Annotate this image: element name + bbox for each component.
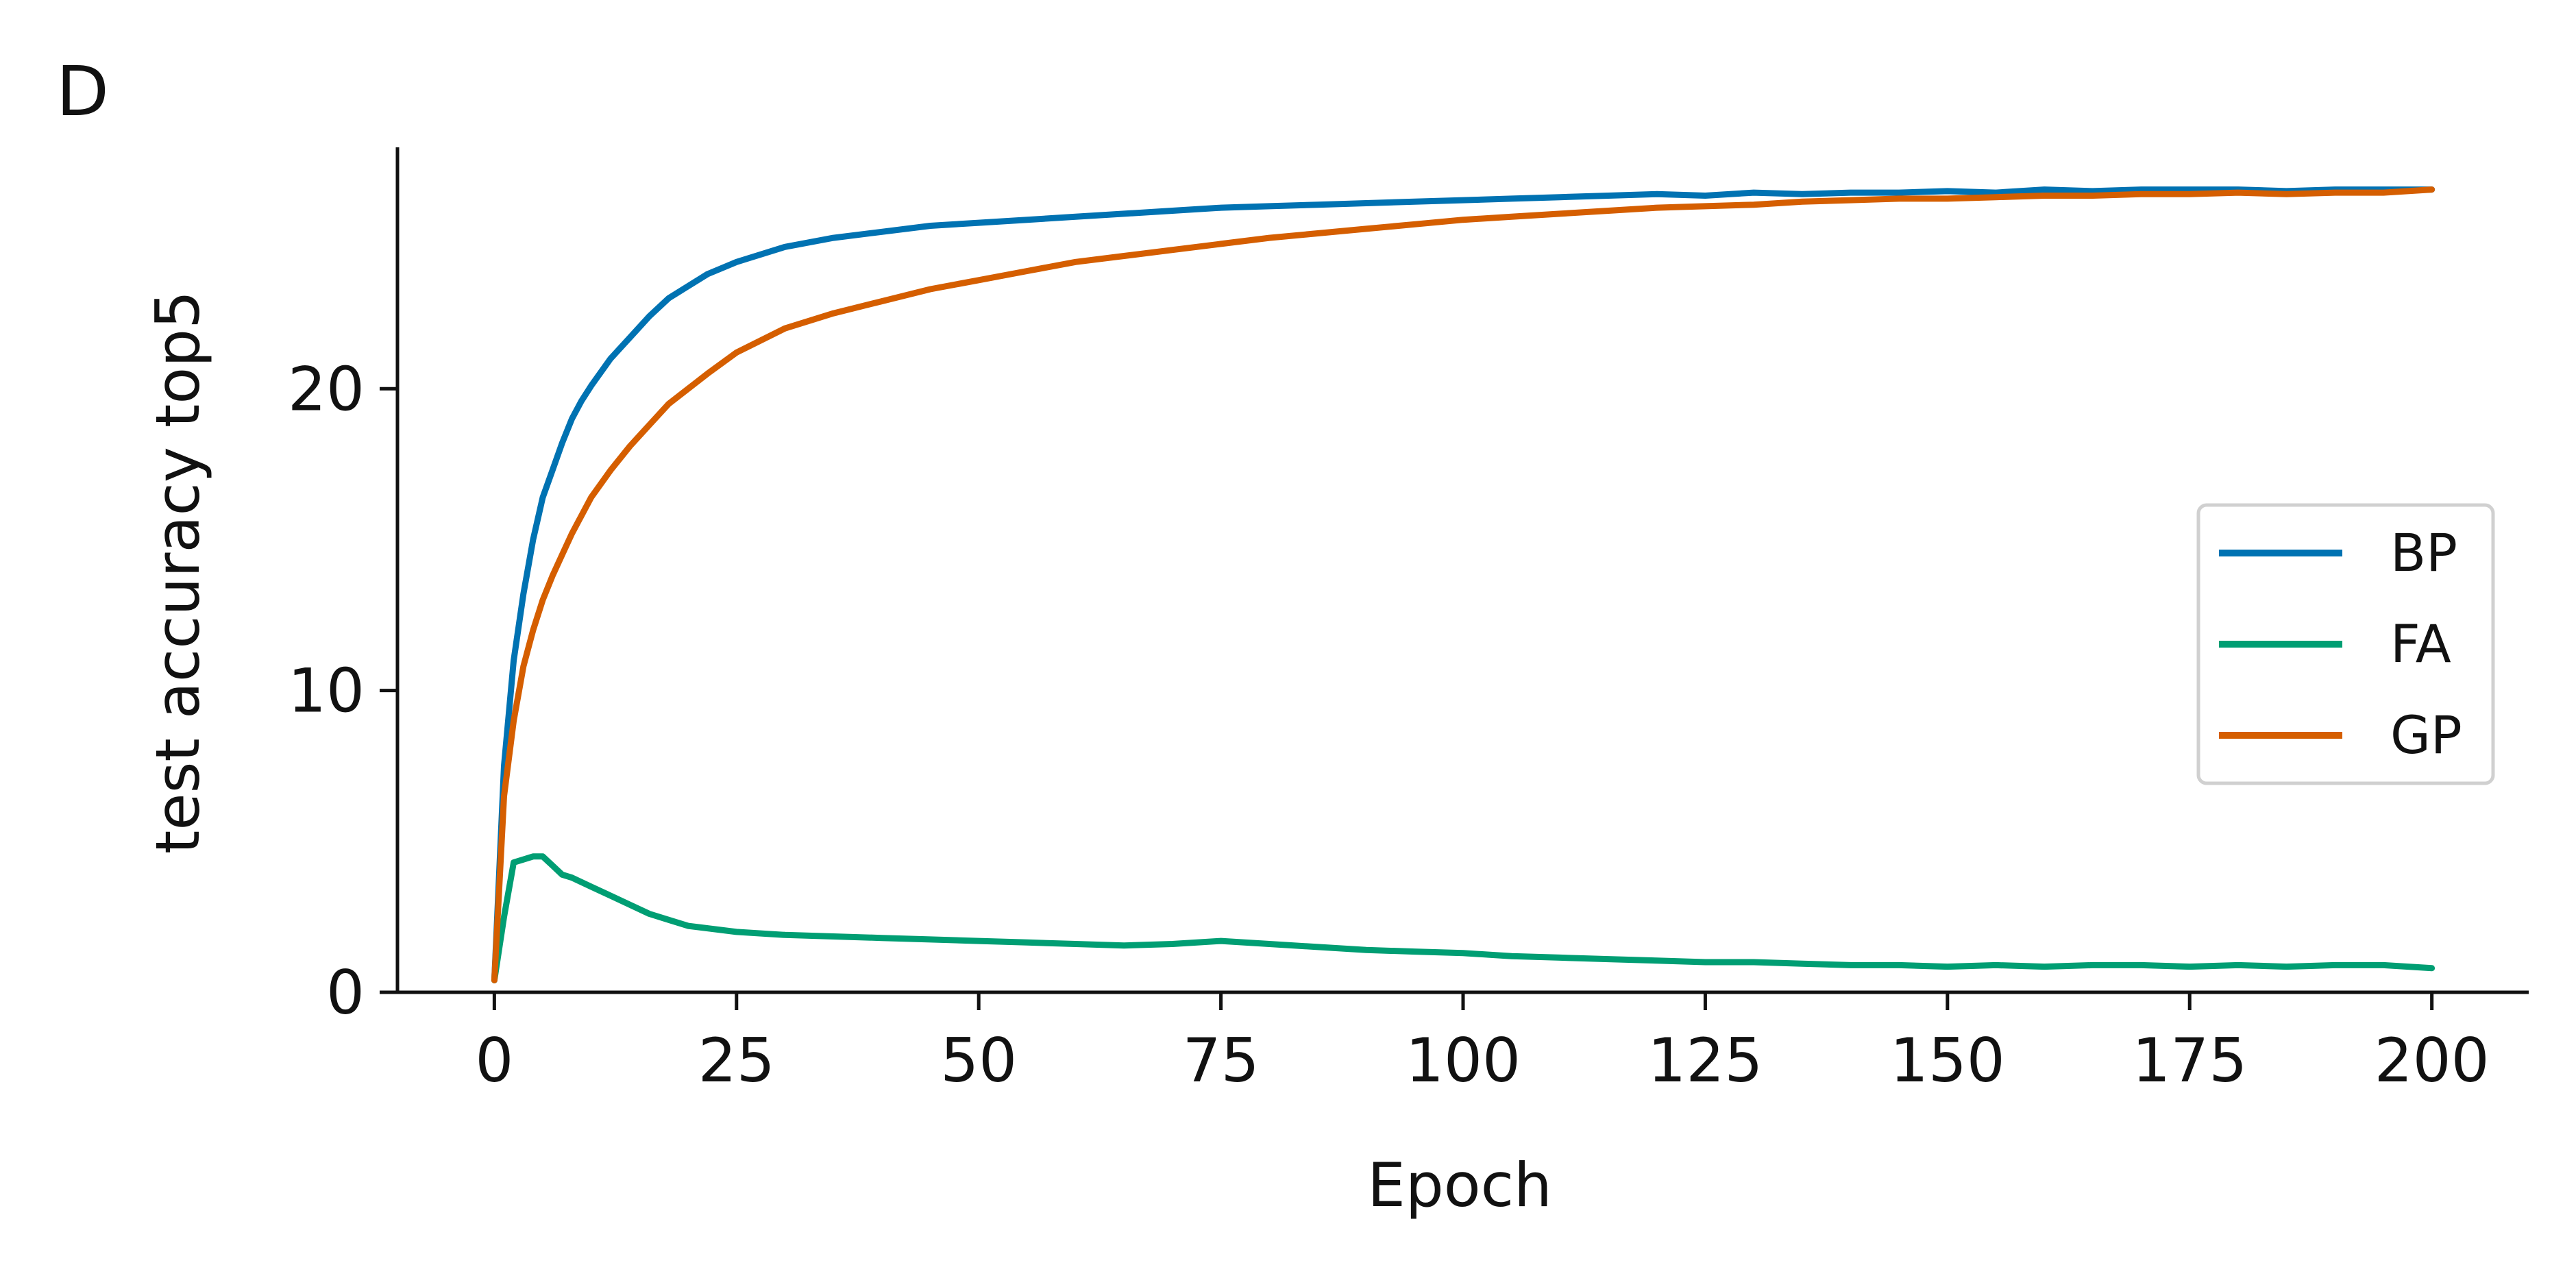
axes: 0 25 50 75 100 125 150 175 200 0 10 20 [288, 147, 2529, 1096]
x-tick-label: 50 [940, 1025, 1017, 1096]
x-tick-label: 75 [1183, 1025, 1260, 1096]
x-axis-label: Epoch [1367, 1150, 1551, 1220]
y-axis-label: test accuracy top5 [143, 291, 213, 854]
series-line-bp [491, 186, 2436, 983]
plot-series [491, 186, 2436, 983]
legend-label-fa: FA [2390, 613, 2451, 674]
panel-label: D [56, 51, 109, 132]
legend-box [2196, 503, 2495, 785]
x-tick-label: 100 [1406, 1025, 1521, 1096]
y-tick-label: 10 [288, 656, 365, 726]
legend-label-bp: BP [2390, 522, 2457, 583]
x-tick-label: 150 [1890, 1025, 2005, 1096]
x-tick-label: 25 [698, 1025, 775, 1096]
x-tick-label: 125 [1647, 1025, 1763, 1096]
series-line-gp [491, 186, 2436, 983]
legend-label-gp: GP [2390, 704, 2462, 765]
x-tick-label: 200 [2375, 1025, 2490, 1096]
series-line-fa [491, 853, 2436, 983]
x-tick-label: 175 [2132, 1025, 2247, 1096]
y-tick-label: 0 [326, 957, 365, 1028]
x-tick-label: 0 [475, 1025, 513, 1096]
legend: BP FA GP [2196, 503, 2495, 785]
y-tick-label: 20 [288, 354, 365, 424]
